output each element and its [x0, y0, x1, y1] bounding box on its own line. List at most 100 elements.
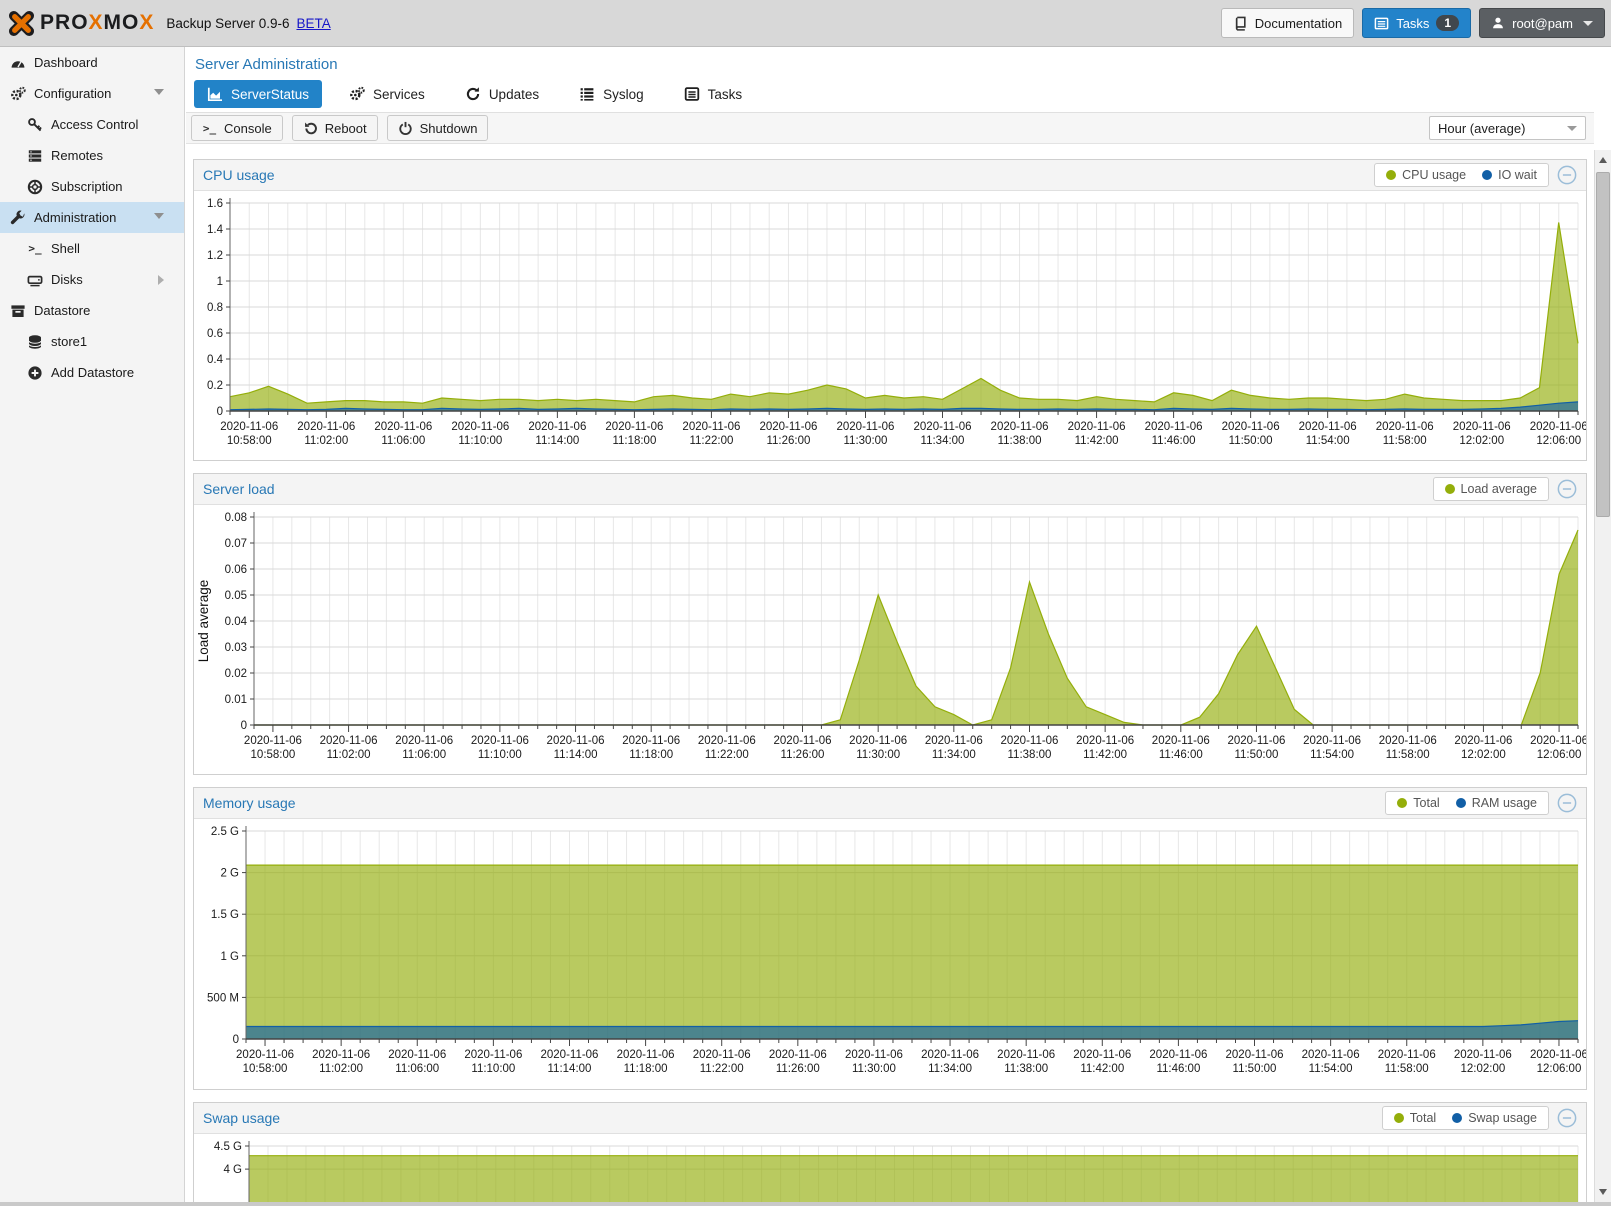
svg-text:2020-11-06: 2020-11-06	[1222, 421, 1280, 433]
main-content: Server Administration ServerStatus Servic…	[186, 47, 1594, 1202]
svg-text:11:34:00: 11:34:00	[921, 435, 965, 447]
svg-text:11:34:00: 11:34:00	[932, 749, 976, 761]
tab-updates[interactable]: Updates	[452, 80, 552, 108]
sidebar-item-configuration[interactable]: Configuration	[0, 78, 184, 109]
svg-text:0.6: 0.6	[207, 328, 223, 340]
svg-text:11:14:00: 11:14:00	[548, 1063, 592, 1075]
legend-dot-icon	[1393, 1113, 1404, 1123]
tab-tasks[interactable]: Tasks	[671, 80, 756, 108]
svg-text:2020-11-06: 2020-11-06	[1530, 1049, 1586, 1061]
tab-label: Tasks	[707, 86, 743, 102]
sidebar-item-access-control[interactable]: Access Control	[0, 109, 184, 140]
tasks-button[interactable]: Tasks 1	[1362, 8, 1472, 38]
scrollbar-thumb[interactable]	[1596, 172, 1610, 517]
svg-text:2020-11-06: 2020-11-06	[540, 1049, 598, 1061]
reboot-button[interactable]: Reboot	[291, 115, 378, 141]
legend-label: IO wait	[1498, 168, 1537, 182]
sidebar-item-subscription[interactable]: Subscription	[0, 171, 184, 202]
tab-syslog[interactable]: Syslog	[566, 80, 657, 108]
svg-text:4 G: 4 G	[223, 1164, 242, 1176]
svg-text:2020-11-06: 2020-11-06	[451, 421, 509, 433]
documentation-button[interactable]: Documentation	[1220, 8, 1355, 38]
svg-text:12:02:00: 12:02:00	[1459, 435, 1504, 447]
collapse-panel-icon[interactable]	[1557, 1108, 1577, 1128]
svg-text:11:02:00: 11:02:00	[319, 1063, 363, 1075]
svg-text:11:42:00: 11:42:00	[1083, 749, 1127, 761]
svg-text:11:34:00: 11:34:00	[928, 1063, 972, 1075]
legend-dot-icon	[1455, 798, 1466, 808]
sidebar-item-remotes[interactable]: Remotes	[0, 140, 184, 171]
cpu-chart-body: 1.6 1.4 1.2 1 0.8 0.6 0.4 0.2 0 2020-11-06 10:58:0…	[194, 191, 1586, 460]
chevron-right-icon	[158, 275, 164, 285]
vertical-scrollbar[interactable]	[1594, 150, 1611, 1202]
svg-text:2020-11-06: 2020-11-06	[312, 1049, 370, 1061]
svg-text:0.01: 0.01	[225, 694, 247, 706]
svg-text:2020-11-06: 2020-11-06	[1073, 1049, 1131, 1061]
svg-text:2020-11-06: 2020-11-06	[921, 1049, 979, 1061]
proxmox-x-icon	[8, 10, 35, 37]
svg-text:2020-11-06: 2020-11-06	[914, 421, 972, 433]
sidebar-item-dashboard[interactable]: Dashboard	[0, 47, 184, 78]
sidebar-item-store1[interactable]: store1	[0, 326, 184, 357]
svg-text:2020-11-06: 2020-11-06	[1227, 735, 1285, 747]
svg-text:11:58:00: 11:58:00	[1383, 435, 1427, 447]
svg-text:11:26:00: 11:26:00	[776, 1063, 820, 1075]
svg-text:2020-11-06: 2020-11-06	[991, 421, 1049, 433]
svg-text:0: 0	[233, 1034, 239, 1046]
tab-serverstatus[interactable]: ServerStatus	[194, 80, 323, 108]
subscription-icon	[27, 179, 43, 195]
sidebar-item-disks[interactable]: Disks	[0, 264, 184, 295]
tab-services[interactable]: Services	[336, 80, 438, 108]
collapse-panel-icon[interactable]	[1557, 165, 1577, 185]
sidebar-item-datastore[interactable]: Datastore	[0, 295, 184, 326]
legend-item: IO wait	[1482, 168, 1537, 182]
svg-text:2020-11-06: 2020-11-06	[1152, 735, 1210, 747]
console-button[interactable]: >_ Console	[191, 115, 283, 141]
timeframe-select[interactable]: Hour (average)	[1429, 116, 1586, 140]
svg-text:2020-11-06: 2020-11-06	[220, 421, 278, 433]
refresh-icon	[465, 86, 481, 102]
legend-label: Total	[1413, 796, 1440, 810]
svg-text:11:30:00: 11:30:00	[852, 1063, 896, 1075]
console-icon: >_	[202, 121, 217, 135]
svg-text:2020-11-06: 2020-11-06	[997, 1049, 1055, 1061]
sidebar-item-label: Add Datastore	[51, 365, 135, 380]
svg-text:2020-11-06: 2020-11-06	[547, 735, 605, 747]
svg-text:2020-11-06: 2020-11-06	[849, 735, 907, 747]
memory-chart-body: 2.5 G 2 G 1.5 G 1 G 500 M 0 2020-11-06 10:58:00…	[194, 819, 1586, 1089]
svg-text:12:06:00: 12:06:00	[1537, 1063, 1582, 1075]
svg-text:11:50:00: 11:50:00	[1229, 435, 1273, 447]
svg-text:0: 0	[217, 406, 223, 418]
load-chart: 0.08 0.07 0.06 0.05 0.04 0.03 0.02 0.01 0 Load av…	[196, 512, 1586, 761]
collapse-panel-icon[interactable]	[1557, 479, 1577, 499]
sidebar-item-administration[interactable]: Administration	[0, 202, 184, 233]
syslog-icon	[579, 86, 595, 102]
svg-text:2020-11-06: 2020-11-06	[1379, 735, 1437, 747]
svg-text:12:06:00: 12:06:00	[1536, 435, 1581, 447]
collapse-panel-icon[interactable]	[1557, 793, 1577, 813]
shutdown-button[interactable]: Shutdown	[386, 115, 489, 141]
svg-text:11:18:00: 11:18:00	[612, 435, 656, 447]
chevron-down-icon	[1583, 20, 1593, 26]
sidebar-item-add-datastore[interactable]: Add Datastore	[0, 357, 184, 388]
legend-label: RAM usage	[1471, 796, 1537, 810]
documentation-label: Documentation	[1254, 15, 1343, 31]
svg-text:11:42:00: 11:42:00	[1080, 1063, 1124, 1075]
disk-icon	[27, 272, 43, 288]
sidebar-item-shell[interactable]: >_ Shell	[0, 233, 184, 264]
svg-text:11:26:00: 11:26:00	[781, 749, 825, 761]
scroll-up-arrow[interactable]	[1595, 152, 1611, 168]
dashboard-icon	[10, 55, 26, 71]
beta-link[interactable]: BETA	[296, 15, 331, 31]
sidebar-item-label: Remotes	[51, 148, 104, 163]
button-label: Shutdown	[419, 120, 478, 136]
svg-text:0.05: 0.05	[225, 590, 247, 602]
svg-text:2020-11-06: 2020-11-06	[1378, 1049, 1436, 1061]
key-icon	[27, 117, 43, 133]
svg-text:2020-11-06: 2020-11-06	[1000, 735, 1058, 747]
svg-text:0.03: 0.03	[225, 642, 247, 654]
svg-text:11:22:00: 11:22:00	[705, 749, 749, 761]
user-menu-button[interactable]: root@pam	[1479, 8, 1605, 38]
svg-text:2020-11-06: 2020-11-06	[617, 1049, 675, 1061]
scroll-down-arrow[interactable]	[1595, 1184, 1611, 1200]
